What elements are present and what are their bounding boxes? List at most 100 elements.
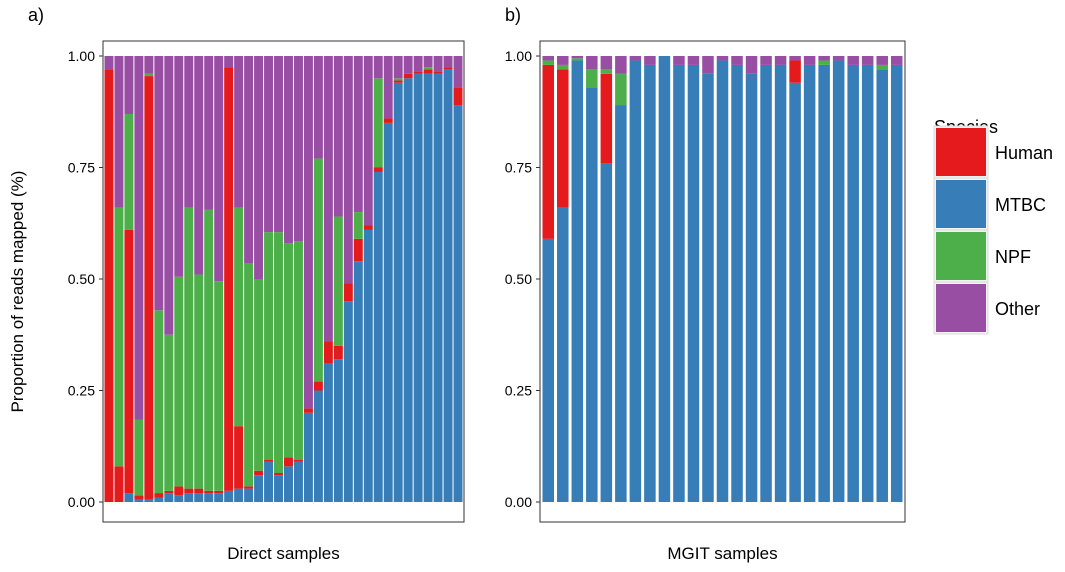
bar-segment-other bbox=[629, 56, 642, 61]
bar-segment-human bbox=[557, 69, 569, 208]
bar-segment-other bbox=[323, 56, 333, 342]
bar-segment-human bbox=[284, 457, 293, 467]
bar-segment-mtbc bbox=[323, 363, 333, 502]
bar-segment-other bbox=[542, 56, 555, 61]
bar-segment-mtbc bbox=[234, 488, 244, 502]
bar-segment-other bbox=[174, 56, 184, 277]
bars bbox=[104, 56, 463, 503]
bar-segment-human bbox=[789, 60, 801, 83]
bar-segment-human bbox=[204, 490, 214, 494]
bar-segment-mtbc bbox=[542, 238, 555, 503]
bar-segment-human bbox=[423, 69, 433, 74]
bar-segment-other bbox=[264, 56, 274, 233]
bar-segment-npf bbox=[542, 60, 555, 65]
bar-segment-human bbox=[363, 225, 373, 230]
bar-segment-mtbc bbox=[363, 229, 373, 502]
bar-segment-human bbox=[403, 73, 413, 79]
bar-segment-npf bbox=[154, 310, 164, 494]
bar-segment-human bbox=[333, 345, 343, 360]
bar-segment-mtbc bbox=[586, 87, 598, 502]
legend-swatch bbox=[936, 284, 986, 332]
bar-segment-mtbc bbox=[774, 64, 787, 503]
bar-segment-npf bbox=[284, 243, 293, 458]
bar-segment-human bbox=[542, 64, 555, 239]
bar-segment-human bbox=[393, 80, 403, 83]
bar-segment-npf bbox=[274, 232, 283, 474]
bar-segment-other bbox=[423, 56, 433, 68]
bar-segment-mtbc bbox=[789, 82, 801, 502]
y-tick-label: 0.25 bbox=[505, 383, 532, 399]
bar-segment-npf bbox=[600, 69, 613, 74]
bar-segment-human bbox=[234, 426, 244, 489]
bar-segment-npf bbox=[818, 60, 830, 65]
bar-segment-other bbox=[204, 56, 214, 210]
bar-segment-other bbox=[383, 56, 393, 119]
bar-segment-other bbox=[557, 56, 569, 65]
bar-segment-human bbox=[124, 229, 134, 494]
bar-segment-mtbc bbox=[861, 64, 874, 503]
legend-swatch bbox=[936, 180, 986, 228]
bar-segment-mtbc bbox=[433, 73, 443, 502]
bar-segment-other bbox=[453, 56, 463, 88]
bar-segment-mtbc bbox=[174, 495, 184, 502]
bar-segment-other bbox=[343, 56, 353, 284]
bar-segment-human bbox=[353, 238, 363, 262]
bar-segment-human bbox=[164, 490, 174, 494]
legend-label: MTBC bbox=[995, 195, 1046, 215]
bar-segment-mtbc bbox=[293, 461, 303, 502]
bars bbox=[542, 56, 903, 503]
y-tick-label: 0.50 bbox=[68, 271, 95, 287]
bar-segment-mtbc bbox=[673, 64, 685, 503]
bar-segment-other bbox=[284, 56, 293, 244]
bar-segment-mtbc bbox=[373, 171, 383, 502]
bar-segment-mtbc bbox=[254, 475, 264, 502]
bar-segment-other bbox=[234, 56, 244, 208]
x-axis-title: MGIT samples bbox=[667, 544, 777, 563]
bar-segment-other bbox=[224, 56, 234, 68]
bar-segment-npf bbox=[204, 209, 214, 491]
bar-segment-other bbox=[716, 56, 729, 61]
bar-segment-npf bbox=[876, 64, 888, 70]
bar-segment-mtbc bbox=[383, 122, 393, 503]
bar-segment-human bbox=[274, 473, 283, 476]
y-tick-label: 0.25 bbox=[68, 383, 95, 399]
bar-segment-human bbox=[224, 67, 234, 491]
bar-segment-other bbox=[615, 56, 627, 74]
bar-segment-other bbox=[731, 56, 743, 65]
bar-segment-npf bbox=[333, 216, 343, 346]
bar-segment-other bbox=[184, 56, 194, 208]
bar-segment-other bbox=[600, 56, 613, 70]
bar-segment-other bbox=[244, 56, 254, 264]
bar-segment-other bbox=[114, 56, 124, 208]
bar-segment-mtbc bbox=[760, 64, 772, 503]
bar-segment-mtbc bbox=[194, 493, 204, 502]
bar-segment-mtbc bbox=[687, 64, 700, 503]
bar-segment-mtbc bbox=[571, 60, 584, 503]
y-tick-label: 1.00 bbox=[505, 48, 532, 64]
bar-segment-npf bbox=[194, 274, 204, 489]
bar-segment-mtbc bbox=[164, 493, 174, 502]
bar-segment-npf bbox=[174, 276, 184, 487]
legend-item-human: Human bbox=[933, 125, 1053, 179]
bar-segment-other bbox=[104, 56, 114, 70]
bar-segment-human bbox=[433, 71, 443, 74]
bar-segment-human bbox=[303, 408, 313, 413]
y-tick-label: 0.50 bbox=[505, 271, 532, 287]
bar-segment-human bbox=[383, 118, 393, 123]
bar-segment-human bbox=[323, 341, 333, 364]
bar-segment-mtbc bbox=[393, 82, 403, 502]
legend-item-mtbc: MTBC bbox=[933, 177, 1046, 231]
bar-segment-npf bbox=[293, 241, 303, 460]
bar-segment-human bbox=[453, 87, 463, 106]
bar-segment-human bbox=[104, 69, 114, 502]
bar-segment-npf bbox=[234, 207, 244, 427]
bar-segment-human bbox=[443, 67, 453, 70]
bar-segment-npf bbox=[615, 73, 627, 106]
bar-segment-npf bbox=[184, 207, 194, 489]
bar-segment-mtbc bbox=[557, 207, 569, 502]
bar-segment-npf bbox=[313, 158, 323, 382]
bar-segment-human bbox=[214, 490, 224, 494]
bar-segment-mtbc bbox=[832, 60, 845, 503]
